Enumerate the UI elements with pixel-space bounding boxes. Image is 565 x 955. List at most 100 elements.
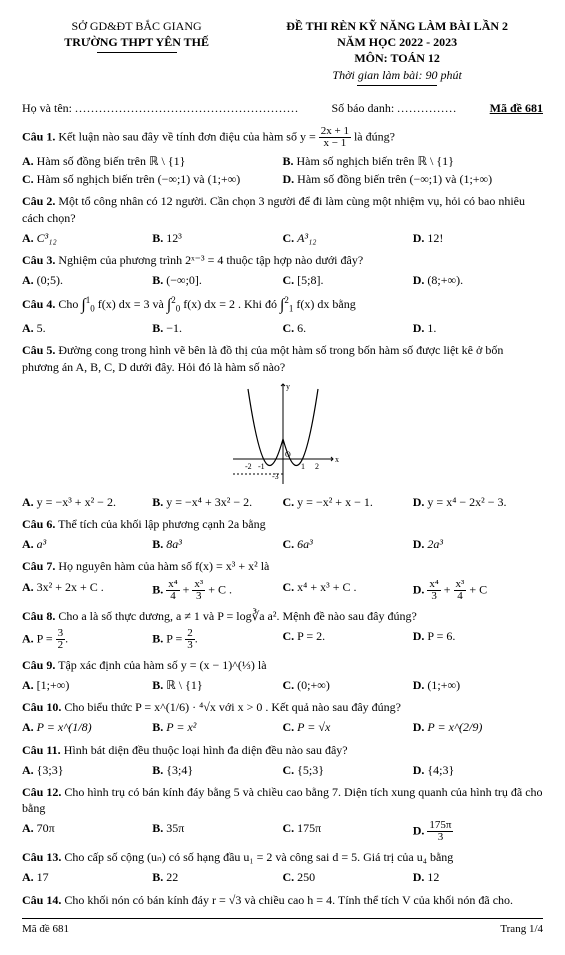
q3-opt-b: B. (−∞;0]. (152, 271, 282, 289)
q3-options: A. (0;5). B. (−∞;0]. C. [5;8]. D. (8;+∞)… (22, 271, 543, 289)
q1-d-text: Hàm số đồng biến trên (−∞;1) và (1;+∞) (297, 172, 492, 186)
q4-opt-a: A. 5. (22, 319, 152, 337)
q8-title: Câu 8. (22, 609, 55, 623)
q7d-n2: x³ (454, 579, 467, 591)
header-right: ĐỀ THI RÈN KỸ NĂNG LÀM BÀI LẦN 2 NĂM HỌC… (251, 18, 543, 92)
q7d-n1: x⁴ (427, 579, 440, 591)
q13-opt-d: D. 12 (413, 868, 543, 886)
q5-opt-d: D. y = x⁴ − 2x² − 3. (413, 493, 543, 511)
q1-opt-a: A. Hàm số đồng biến trên ℝ \ {1} (22, 152, 283, 170)
q13-b-text: 22 (166, 870, 178, 884)
quartic-graph: x y O -1 1 -2 2 -3 (223, 379, 343, 489)
name-row: Họ và tên: .............................… (22, 100, 543, 116)
question-10: Câu 10. Cho biểu thức P = x^(1/6) · ⁴√x … (22, 699, 543, 715)
q1-b-text: Hàm số nghịch biến trên ℝ \ {1} (297, 154, 454, 168)
q5-opt-c: C. y = −x² + x − 1. (283, 493, 413, 511)
q6-c-text: 6a³ (297, 537, 313, 551)
q6-opt-c: C. 6a³ (283, 535, 413, 553)
q7b-frac1: x⁴4 (166, 579, 179, 602)
q4-b-text: −1. (166, 321, 182, 335)
q6-a-text: a³ (37, 537, 47, 551)
q1-c-text: Hàm số nghịch biến trên (−∞;1) và (1;+∞) (37, 172, 241, 186)
q4-title: Câu 4. (22, 297, 55, 311)
q10-opt-d: D. P = x^(2/9) (413, 718, 543, 736)
q3-text: Nghiệm của phương trình 2ˣ⁻³ = 4 thuộc t… (55, 253, 363, 267)
q4-c-text: 6. (297, 321, 306, 335)
q5-title: Câu 5. (22, 343, 55, 357)
q7-opt-a: A. 3x² + 2x + C . (22, 578, 152, 603)
q8b-d: 3 (185, 640, 195, 651)
question-4: Câu 4. Cho ∫10 f(x) dx = 3 và ∫20 f(x) d… (22, 294, 543, 316)
q8a-post: . (65, 631, 68, 645)
q12-opt-b: B. 35π (152, 819, 282, 844)
page-footer: Mã đề 681 Trang 1/4 (22, 918, 543, 937)
q4-ta: Cho (55, 297, 81, 311)
q7b-n2: x³ (192, 579, 205, 591)
school-line: TRƯỜNG THPT YÊN THẾ (22, 34, 251, 50)
exam-title: ĐỀ THI RÈN KỸ NĂNG LÀM BÀI LẦN 2 (251, 18, 543, 34)
q1-opt-b: B. Hàm số nghịch biến trên ℝ \ {1} (283, 152, 544, 170)
question-1: Câu 1. Kết luận nào sau đây về tính đơn … (22, 126, 543, 149)
q8-text: Cho a là số thực dương, a ≠ 1 và P = log… (55, 609, 416, 623)
q7-a-text: 3x² + 2x + C . (37, 580, 104, 594)
q8-d-text: P = 6. (427, 629, 455, 643)
q6-opt-d: D. 2a³ (413, 535, 543, 553)
q10-b-text: P = x² (166, 720, 196, 734)
name-field: Họ và tên: .............................… (22, 100, 299, 116)
q12-b-text: 35π (166, 821, 184, 835)
header-underline-right (357, 85, 437, 86)
footer-left: Mã đề 681 (22, 922, 69, 937)
exam-code: Mã đề 681 (490, 100, 543, 116)
q5-c-text: y = −x² + x − 1. (297, 495, 373, 509)
q4-opt-c: C. 6. (283, 319, 413, 337)
q10-opt-c: C. P = √x (283, 718, 413, 736)
q7d-tail: + C (466, 582, 487, 596)
q9-title: Câu 9. (22, 658, 55, 672)
q9-opt-a: A. [1;+∞) (22, 676, 152, 694)
q7-c-text: x⁴ + x³ + C . (297, 580, 356, 594)
org-line: SỞ GD&ĐT BẮC GIANG (22, 18, 251, 34)
q13-title: Câu 13. (22, 850, 61, 864)
q11-d-text: {4;3} (427, 763, 454, 777)
q1-text2: là đúng? (354, 129, 395, 143)
q6-options: A. a³ B. 8a³ C. 6a³ D. 2a³ (22, 535, 543, 553)
q9-a-text: [1;+∞) (37, 678, 70, 692)
q13-opt-a: A. 17 (22, 868, 152, 886)
svg-text:x: x (335, 455, 339, 464)
question-13: Câu 13. Cho cấp số cộng (uₙ) có số hạng … (22, 849, 543, 865)
q13-options: A. 17 B. 22 C. 250 D. 12 (22, 868, 543, 886)
q3-opt-c: C. [5;8]. (283, 271, 413, 289)
q9-options: A. [1;+∞) B. ℝ \ {1} C. (0;+∞) D. (1;+∞) (22, 676, 543, 694)
q13-a-text: 17 (37, 870, 49, 884)
q9-text: Tập xác định của hàm số y = (x − 1)^(⅓) … (55, 658, 266, 672)
q11-opt-c: C. {5;3} (283, 761, 413, 779)
q9-d-text: (1;+∞) (427, 678, 460, 692)
q8a-d: 2 (56, 640, 66, 651)
q7b-d2: 3 (192, 591, 205, 602)
q3-b-text: (−∞;0]. (166, 273, 202, 287)
q10-c-text: P = √x (297, 720, 330, 734)
q6-title: Câu 6. (22, 517, 55, 531)
q4-tb: f(x) dx = 3 và (95, 297, 167, 311)
q12-c-text: 175π (297, 821, 321, 835)
q3-opt-a: A. (0;5). (22, 271, 152, 289)
sbd-dots: ............... (397, 101, 457, 115)
svg-text:-2: -2 (245, 462, 252, 471)
q6-opt-b: B. 8a³ (152, 535, 282, 553)
q2-b-text: 12³ (166, 231, 182, 245)
header-left: SỞ GD&ĐT BẮC GIANG TRƯỜNG THPT YÊN THẾ (22, 18, 251, 92)
q3-d-text: (8;+∞). (427, 273, 463, 287)
q12-title: Câu 12. (22, 785, 61, 799)
q4-tc: f(x) dx = 2 . Khi đó (180, 297, 280, 311)
q7d-frac2: x³4 (454, 579, 467, 602)
q7-title: Câu 7. (22, 559, 55, 573)
q3-c-text: [5;8]. (297, 273, 323, 287)
q8b-post: . (195, 631, 198, 645)
q8-options: A. P = 32. B. P = 23. C. P = 2. D. P = 6… (22, 627, 543, 652)
q12d-frac: 175π3 (427, 820, 453, 843)
q2-title: Câu 2. (22, 194, 55, 208)
q8-c-text: P = 2. (297, 629, 325, 643)
q1-opt-c: C. Hàm số nghịch biến trên (−∞;1) và (1;… (22, 170, 283, 188)
q2-c-text: A³₁₂ (297, 231, 316, 245)
q10-opt-a: A. P = x^(1/8) (22, 718, 152, 736)
